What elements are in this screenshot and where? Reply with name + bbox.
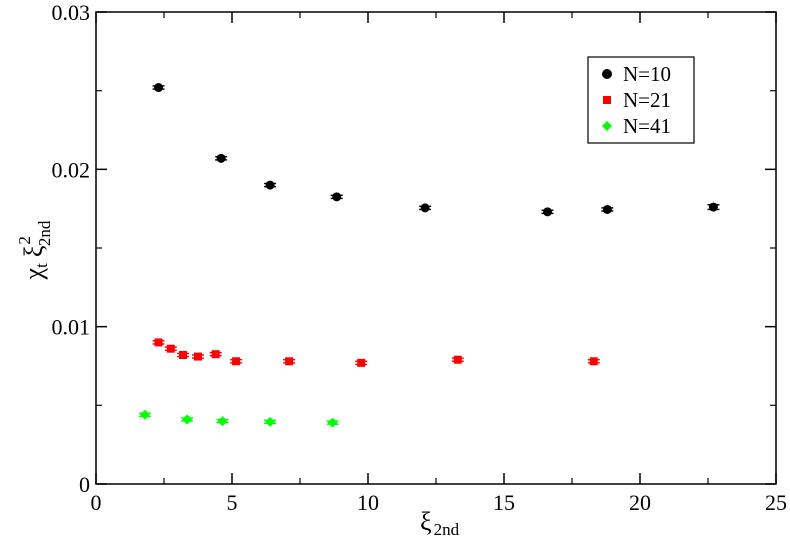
legend: N=10N=21N=41 — [587, 56, 695, 144]
data-point — [179, 350, 188, 359]
y-axis-label-chi: χ — [19, 267, 48, 280]
x-tick-label: 10 — [357, 490, 379, 515]
data-point — [589, 357, 598, 366]
data-point — [420, 203, 430, 213]
data-point — [265, 180, 275, 190]
data-point — [332, 192, 342, 202]
y-axis-label-xi-sub: 2nd — [35, 220, 54, 246]
y-axis-label: χtξ22nd — [15, 220, 54, 280]
y-tick-label: 0 — [79, 472, 90, 497]
data-point — [217, 416, 228, 427]
legend-label: N=10 — [623, 62, 671, 86]
x-axis-label-main: ξ — [420, 507, 432, 536]
data-points — [138, 83, 720, 428]
data-point — [232, 357, 241, 366]
data-point — [543, 207, 553, 217]
y-axis-label-xi: ξ — [19, 246, 48, 258]
data-point — [708, 202, 718, 212]
svg-text:χtξ22nd: χtξ22nd — [15, 220, 54, 280]
axis-ticks: 0 5 10 15 20 25 0 0.01 0.02 0.03 — [52, 0, 788, 515]
data-point — [357, 358, 366, 367]
data-point — [154, 83, 164, 93]
data-point — [139, 409, 150, 420]
x-tick-label: 5 — [227, 490, 238, 515]
legend-marker — [602, 121, 612, 131]
x-tick-label: 0 — [91, 490, 102, 515]
x-tick-label: 25 — [765, 490, 787, 515]
data-point — [211, 350, 220, 359]
x-axis-label: ξ 2nd — [420, 507, 460, 539]
data-point — [265, 416, 276, 427]
legend-label: N=41 — [623, 114, 671, 138]
x-tick-label: 20 — [629, 490, 651, 515]
y-axis-label-xi-sup: 2 — [15, 236, 34, 245]
data-point — [216, 153, 226, 163]
series-n-41 — [138, 409, 339, 428]
y-tick-label: 0.03 — [52, 0, 91, 25]
legend-label: N=21 — [623, 88, 671, 112]
y-tick-label: 0.02 — [52, 157, 91, 182]
legend-marker — [603, 96, 611, 104]
data-point — [453, 355, 462, 364]
data-point — [166, 344, 175, 353]
x-tick-label: 15 — [493, 490, 515, 515]
data-point — [154, 338, 163, 347]
series-n-10 — [152, 83, 720, 217]
legend-marker — [602, 69, 612, 79]
y-axis-label-chi-sub: t — [32, 263, 51, 268]
data-point — [285, 357, 294, 366]
series-n-21 — [152, 338, 600, 367]
y-tick-label: 0.01 — [52, 315, 91, 340]
data-point — [602, 204, 612, 214]
x-axis-label-sub: 2nd — [434, 520, 460, 539]
data-point — [327, 417, 338, 428]
data-point — [182, 414, 193, 425]
data-point — [194, 352, 202, 361]
